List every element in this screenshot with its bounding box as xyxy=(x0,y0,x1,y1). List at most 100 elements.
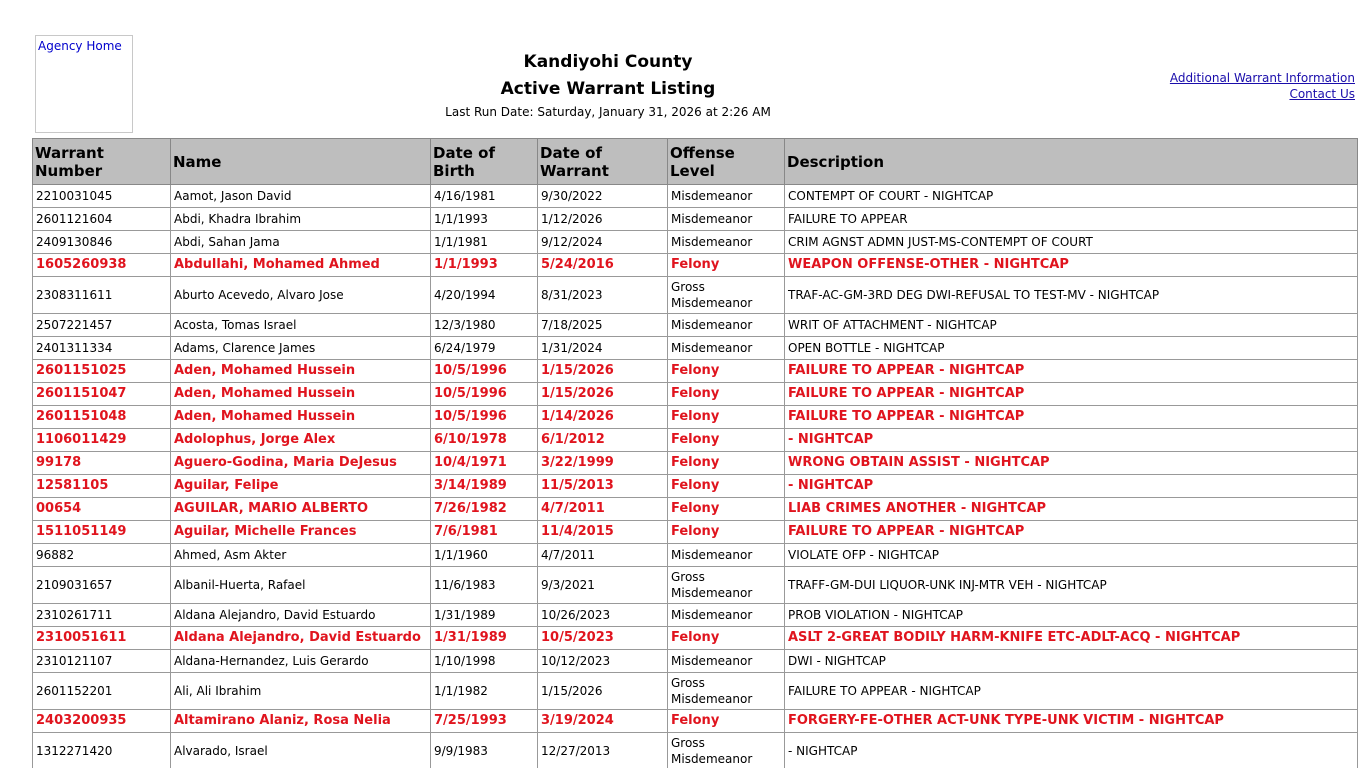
last-run-date: Last Run Date: Saturday, January 31, 202… xyxy=(445,105,771,119)
cell-name: Abdullahi, Mohamed Ahmed xyxy=(170,253,431,277)
cell-name: Aldana-Hernandez, Luis Gerardo xyxy=(170,649,431,673)
cell-description: - NIGHTCAP xyxy=(784,474,1358,498)
cell-date-of-warrant: 10/5/2023 xyxy=(537,626,668,650)
cell-warrant-number: 2310261711 xyxy=(32,603,171,627)
column-header-offense-level: Offense Level xyxy=(667,138,785,185)
cell-date-of-warrant: 11/4/2015 xyxy=(537,520,668,544)
cell-offense-level: Felony xyxy=(667,253,785,277)
cell-date-of-warrant: 3/22/1999 xyxy=(537,451,668,475)
cell-date-of-birth: 1/1/1960 xyxy=(430,543,538,567)
cell-name: Aguilar, Felipe xyxy=(170,474,431,498)
cell-date-of-warrant: 1/15/2026 xyxy=(537,359,668,383)
cell-name: Albanil-Huerta, Rafael xyxy=(170,566,431,604)
cell-name: Acosta, Tomas Israel xyxy=(170,313,431,337)
cell-offense-level: Felony xyxy=(667,474,785,498)
cell-offense-level: Felony xyxy=(667,428,785,452)
cell-description: ASLT 2-GREAT BODILY HARM-KNIFE ETC-ADLT-… xyxy=(784,626,1358,650)
column-header-date-of-birth: Date of Birth xyxy=(430,138,538,185)
cell-date-of-warrant: 4/7/2011 xyxy=(537,497,668,521)
cell-warrant-number: 2310051611 xyxy=(32,626,171,650)
cell-date-of-warrant: 4/7/2011 xyxy=(537,543,668,567)
cell-date-of-birth: 4/16/1981 xyxy=(430,184,538,208)
cell-name: Alvarado, Israel xyxy=(170,732,431,768)
cell-description: WEAPON OFFENSE-OTHER - NIGHTCAP xyxy=(784,253,1358,277)
cell-warrant-number: 2601121604 xyxy=(32,207,171,231)
cell-description: CRIM AGNST ADMN JUST-MS-CONTEMPT OF COUR… xyxy=(784,230,1358,254)
cell-name: Ali, Ali Ibrahim xyxy=(170,672,431,710)
cell-date-of-birth: 10/5/1996 xyxy=(430,382,538,406)
cell-description: FAILURE TO APPEAR xyxy=(784,207,1358,231)
cell-warrant-number: 2109031657 xyxy=(32,566,171,604)
cell-offense-level: Felony xyxy=(667,451,785,475)
table-row: 1106011429 Adolophus, Jorge Alex 6/10/1978… xyxy=(32,428,1358,452)
column-header-name: Name xyxy=(170,138,431,185)
cell-description: FAILURE TO APPEAR - NIGHTCAP xyxy=(784,520,1358,544)
cell-date-of-warrant: 9/30/2022 xyxy=(537,184,668,208)
cell-warrant-number: 2308311611 xyxy=(32,276,171,314)
cell-warrant-number: 2601152201 xyxy=(32,672,171,710)
cell-offense-level: Gross Misdemeanor xyxy=(667,276,785,314)
cell-description: WRIT OF ATTACHMENT - NIGHTCAP xyxy=(784,313,1358,337)
cell-description: CONTEMPT OF COURT - NIGHTCAP xyxy=(784,184,1358,208)
cell-name: Aldana Alejandro, David Estuardo xyxy=(170,626,431,650)
cell-date-of-warrant: 3/19/2024 xyxy=(537,709,668,733)
cell-date-of-warrant: 1/15/2026 xyxy=(537,672,668,710)
cell-description: FAILURE TO APPEAR - NIGHTCAP xyxy=(784,359,1358,383)
warrant-table: Warrant Number Name Date of Birth Date of W… xyxy=(32,138,1358,768)
cell-name: Aburto Acevedo, Alvaro Jose xyxy=(170,276,431,314)
cell-offense-level: Gross Misdemeanor xyxy=(667,732,785,768)
cell-warrant-number: 2401311334 xyxy=(32,336,171,360)
cell-description: FAILURE TO APPEAR - NIGHTCAP xyxy=(784,382,1358,406)
table-row: 2109031657 Albanil-Huerta, Rafael 11/6/198… xyxy=(32,566,1358,604)
cell-offense-level: Felony xyxy=(667,626,785,650)
cell-warrant-number: 96882 xyxy=(32,543,171,567)
cell-offense-level: Felony xyxy=(667,359,785,383)
cell-description: TRAFF-GM-DUI LIQUOR-UNK INJ-MTR VEH - NI… xyxy=(784,566,1358,604)
cell-date-of-birth: 1/10/1998 xyxy=(430,649,538,673)
cell-name: Aden, Mohamed Hussein xyxy=(170,382,431,406)
cell-warrant-number: 2601151047 xyxy=(32,382,171,406)
cell-description: VIOLATE OFP - NIGHTCAP xyxy=(784,543,1358,567)
cell-date-of-birth: 4/20/1994 xyxy=(430,276,538,314)
cell-offense-level: Gross Misdemeanor xyxy=(667,672,785,710)
cell-description: FORGERY-FE-OTHER ACT-UNK TYPE-UNK VICTIM… xyxy=(784,709,1358,733)
cell-name: Abdi, Sahan Jama xyxy=(170,230,431,254)
cell-date-of-warrant: 8/31/2023 xyxy=(537,276,668,314)
cell-description: LIAB CRIMES ANOTHER - NIGHTCAP xyxy=(784,497,1358,521)
cell-date-of-birth: 7/25/1993 xyxy=(430,709,538,733)
table-row: 2507221457 Acosta, Tomas Israel 12/3/1980 7… xyxy=(32,313,1358,337)
table-row: 1511051149 Aguilar, Michelle Frances 7/6/1… xyxy=(32,520,1358,544)
cell-date-of-birth: 10/4/1971 xyxy=(430,451,538,475)
cell-date-of-warrant: 6/1/2012 xyxy=(537,428,668,452)
table-header-row: Warrant Number Name Date of Birth Date of W… xyxy=(32,138,1358,185)
cell-name: Aden, Mohamed Hussein xyxy=(170,359,431,383)
cell-date-of-warrant: 9/12/2024 xyxy=(537,230,668,254)
cell-date-of-birth: 1/1/1993 xyxy=(430,207,538,231)
cell-name: Adolophus, Jorge Alex xyxy=(170,428,431,452)
county-name: Kandiyohi County xyxy=(523,52,693,72)
cell-date-of-warrant: 11/5/2013 xyxy=(537,474,668,498)
cell-date-of-birth: 10/5/1996 xyxy=(430,359,538,383)
cell-warrant-number: 1312271420 xyxy=(32,732,171,768)
additional-warrant-info-link[interactable]: Additional Warrant Information xyxy=(1169,71,1355,85)
cell-warrant-number: 2310121107 xyxy=(32,649,171,673)
cell-offense-level: Felony xyxy=(667,497,785,521)
column-header-warrant-number: Warrant Number xyxy=(32,138,171,185)
cell-date-of-warrant: 7/18/2025 xyxy=(537,313,668,337)
cell-offense-level: Felony xyxy=(667,382,785,406)
cell-date-of-warrant: 1/15/2026 xyxy=(537,382,668,406)
contact-us-link[interactable]: Contact Us xyxy=(1289,87,1355,101)
cell-date-of-birth: 9/9/1983 xyxy=(430,732,538,768)
cell-date-of-warrant: 1/31/2024 xyxy=(537,336,668,360)
agency-home-logo-link[interactable]: Agency Home xyxy=(35,35,133,133)
cell-warrant-number: 2403200935 xyxy=(32,709,171,733)
cell-warrant-number: 00654 xyxy=(32,497,171,521)
cell-date-of-warrant: 10/26/2023 xyxy=(537,603,668,627)
cell-name: Aamot, Jason David xyxy=(170,184,431,208)
column-header-description: Description xyxy=(784,138,1358,185)
cell-date-of-birth: 1/1/1993 xyxy=(430,253,538,277)
cell-offense-level: Misdemeanor xyxy=(667,184,785,208)
table-row: 2308311611 Aburto Acevedo, Alvaro Jose 4/2… xyxy=(32,276,1358,314)
table-row: 12581105 Aguilar, Felipe 3/14/1989 11/5/201… xyxy=(32,474,1358,498)
